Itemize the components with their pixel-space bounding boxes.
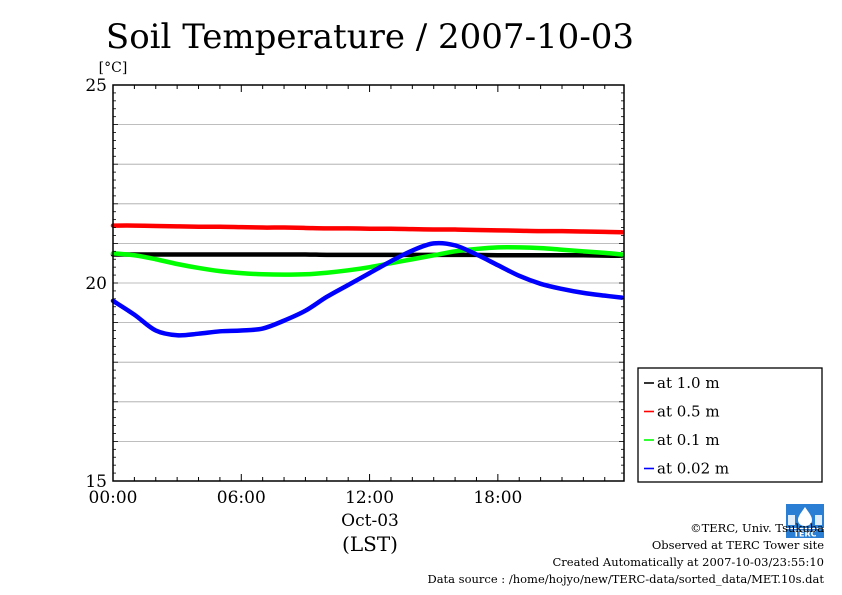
footer-site: Observed at TERC Tower site <box>651 538 824 552</box>
grid <box>113 124 624 442</box>
y-tick-label: 15 <box>85 472 107 492</box>
series-layer <box>110 223 625 338</box>
chart-title: Soil Temperature / 2007-10-03 <box>106 17 634 57</box>
legend-label: at 0.5 m <box>657 403 720 421</box>
x-tick-label: 12:00 <box>345 488 394 508</box>
x-tick-label: 18:00 <box>473 488 522 508</box>
legend-box <box>637 367 823 483</box>
legend: at 1.0 m at 0.5 m at 0.1 m at 0.02 m <box>637 367 823 483</box>
logo-text: TERC <box>794 530 817 539</box>
axis-ticks: 15 20 25 00:00 06:00 12:00 18:00 <box>85 76 624 508</box>
x-date-label: Oct-03 <box>341 511 399 531</box>
footer-copyright: ©TERC, Univ. Tsukuba <box>690 521 824 535</box>
footer-source: Data source : /home/hojyo/new/TERC-data/… <box>427 572 824 586</box>
x-tick-label: 00:00 <box>89 488 138 508</box>
y-tick-label: 20 <box>85 274 107 294</box>
legend-label: at 0.1 m <box>657 431 720 449</box>
y-tick-label: 25 <box>85 76 107 96</box>
x-tick-label: 06:00 <box>217 488 266 508</box>
legend-label: at 1.0 m <box>657 374 720 392</box>
legend-label: at 0.02 m <box>657 460 729 478</box>
series-line-at-0-02-m <box>110 240 625 338</box>
footer-created: Created Automatically at 2007-10-03/23:5… <box>552 555 825 569</box>
y-axis-label: [°C] <box>99 60 128 76</box>
series-line-at-1-0-m <box>110 252 625 258</box>
terc-logo: TERC <box>786 504 824 539</box>
x-axis-label: (LST) <box>342 532 398 556</box>
series-line-at-0-1-m <box>110 244 625 277</box>
series-line-at-0-5-m <box>110 223 625 235</box>
